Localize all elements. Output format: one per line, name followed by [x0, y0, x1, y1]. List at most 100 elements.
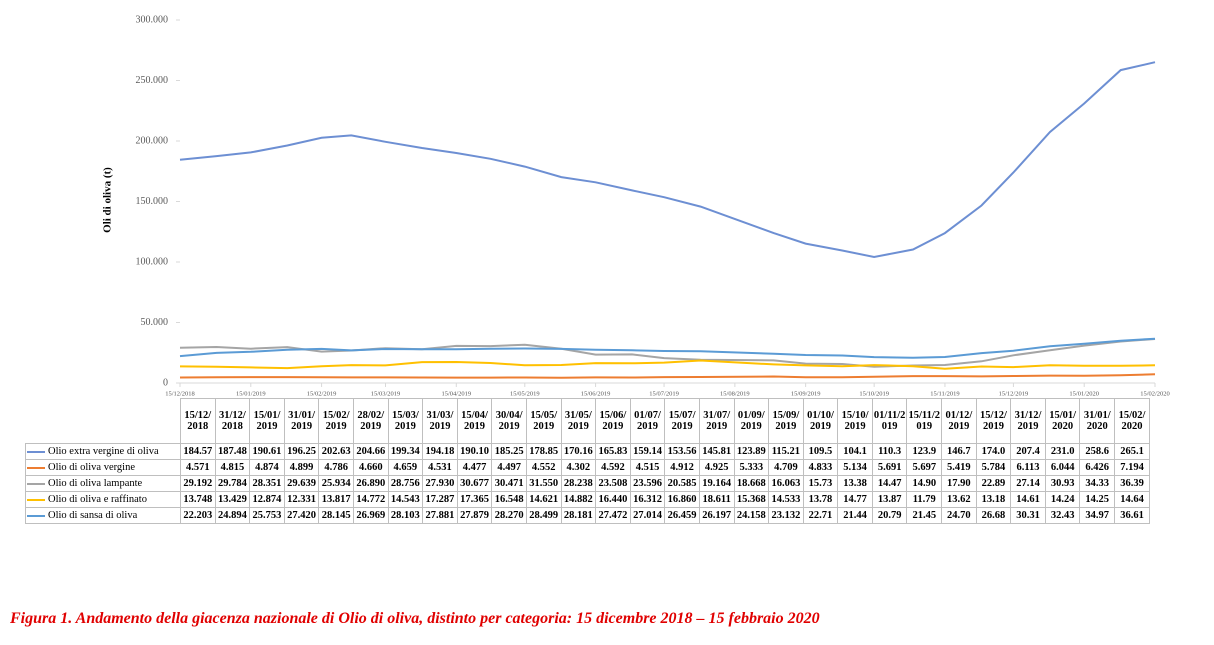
value-cell: 4.659 — [387, 459, 424, 476]
series-row: Olio extra vergine di oliva 184.57 187.48 1… — [25, 443, 1150, 460]
column-header: 28/02/2019 — [352, 398, 389, 444]
series-line — [179, 359, 1156, 370]
legend-label: Olio di oliva e raffinato — [48, 494, 147, 505]
value-cell: 14.25 — [1079, 491, 1116, 508]
value-cell: 24.158 — [733, 507, 770, 524]
value-cell: 23.508 — [595, 475, 631, 492]
value-cell: 26.890 — [352, 475, 389, 492]
value-cell: 21.44 — [837, 507, 873, 524]
series-row: Olio di oliva vergine 4.571 4.815 4.874 4.89… — [25, 459, 1150, 476]
value-cell: 187.48 — [214, 443, 251, 460]
column-header: 15/01/2020 — [1044, 398, 1081, 444]
value-cell: 26.969 — [352, 507, 389, 524]
legend-swatch — [27, 482, 45, 485]
value-cell: 17.365 — [456, 491, 493, 508]
value-cell: 14.47 — [871, 475, 908, 492]
value-cell: 265.1 — [1114, 443, 1150, 460]
column-header: 15/06/2019 — [595, 398, 631, 444]
column-header: 15/07/2019 — [664, 398, 700, 444]
value-cell: 22.71 — [802, 507, 839, 524]
value-cell: 123.9 — [906, 443, 943, 460]
legend-swatch — [27, 514, 45, 517]
x-tick-label: 15/06/2019 — [581, 390, 611, 397]
column-header: 15/03/2019 — [387, 398, 424, 444]
value-cell: 30.93 — [1044, 475, 1081, 492]
value-cell: 174.0 — [975, 443, 1012, 460]
value-cell: 29.192 — [180, 475, 216, 492]
legend-entry: Olio di oliva lampante — [25, 475, 181, 492]
series-line — [179, 338, 1156, 368]
value-cell: 190.10 — [456, 443, 493, 460]
value-cell: 185.25 — [491, 443, 527, 460]
column-header: 15/02/2020 — [1114, 398, 1150, 444]
x-tick-label: 15/05/2019 — [510, 390, 540, 397]
y-tick-label: 200.000 — [136, 135, 169, 146]
column-header: 15/01/2019 — [249, 398, 285, 444]
column-header: 31/01/2019 — [283, 398, 320, 444]
column-header: 01/09/2019 — [733, 398, 770, 444]
chart: Oli di oliva (t) 0 50.000 100.000 150.000 20… — [102, 14, 1170, 397]
value-cell: 14.77 — [837, 491, 873, 508]
value-cell: 23.596 — [629, 475, 666, 492]
value-cell: 31.550 — [525, 475, 562, 492]
data-table: 15/12/2018 31/12/2018 15/01/2019 31/01/2019… — [25, 398, 1150, 524]
value-cell: 34.97 — [1079, 507, 1116, 524]
series-line — [179, 61, 1156, 259]
x-tick-label: 15/09/2019 — [791, 390, 821, 397]
x-tick-label: 15/12/2019 — [999, 390, 1029, 397]
value-cell: 165.83 — [595, 443, 631, 460]
value-cell: 18.668 — [733, 475, 770, 492]
value-cell: 104.1 — [837, 443, 873, 460]
column-header: 31/12/2019 — [1010, 398, 1046, 444]
value-cell: 13.429 — [214, 491, 251, 508]
value-cell: 207.4 — [1010, 443, 1046, 460]
legend-swatch — [27, 450, 45, 453]
value-cell: 32.43 — [1044, 507, 1081, 524]
x-tick-label: 15/10/2019 — [859, 390, 889, 397]
value-cell: 7.194 — [1114, 459, 1150, 476]
value-cell: 36.39 — [1114, 475, 1150, 492]
value-cell: 4.660 — [352, 459, 389, 476]
value-cell: 4.302 — [560, 459, 597, 476]
column-header: 31/03/2019 — [422, 398, 458, 444]
value-cell: 27.14 — [1010, 475, 1046, 492]
x-tick-label: 15/02/2019 — [307, 390, 337, 397]
series-line — [179, 373, 1156, 379]
x-tick-label: 15/01/2020 — [1069, 390, 1099, 397]
value-cell: 115.21 — [768, 443, 804, 460]
y-axis-title: Oli di oliva (t) — [102, 167, 114, 233]
value-cell: 30.31 — [1010, 507, 1046, 524]
value-cell: 231.0 — [1044, 443, 1081, 460]
column-header: 15/02/2019 — [318, 398, 354, 444]
value-cell: 170.16 — [560, 443, 597, 460]
value-cell: 14.621 — [525, 491, 562, 508]
value-cell: 23.132 — [768, 507, 804, 524]
column-header: 01/11/2019 — [871, 398, 908, 444]
value-cell: 4.592 — [595, 459, 631, 476]
value-cell: 28.181 — [560, 507, 597, 524]
value-cell: 28.103 — [387, 507, 424, 524]
value-cell: 4.552 — [525, 459, 562, 476]
y-tick-label: 150.000 — [136, 196, 169, 207]
value-cell: 4.786 — [318, 459, 354, 476]
value-cell: 26.459 — [664, 507, 700, 524]
value-cell: 109.5 — [802, 443, 839, 460]
header-row: 15/12/2018 31/12/2018 15/01/2019 31/01/2019… — [25, 398, 1150, 444]
value-cell: 28.145 — [318, 507, 354, 524]
value-cell: 13.18 — [975, 491, 1012, 508]
value-cell: 12.331 — [283, 491, 320, 508]
value-cell: 258.6 — [1079, 443, 1116, 460]
x-tick-label: 15/01/2019 — [236, 390, 266, 397]
value-cell: 194.18 — [422, 443, 458, 460]
value-cell: 199.34 — [387, 443, 424, 460]
legend-label: Olio extra vergine di oliva — [48, 446, 159, 457]
value-cell: 28.499 — [525, 507, 562, 524]
column-header: 01/10/2019 — [802, 398, 839, 444]
value-cell: 6.113 — [1010, 459, 1046, 476]
value-cell: 19.164 — [698, 475, 735, 492]
value-cell: 25.934 — [318, 475, 354, 492]
value-cell: 16.860 — [664, 491, 700, 508]
series-row: Olio di sansa di oliva 22.203 24.894 25.753… — [25, 507, 1150, 524]
value-cell: 123.89 — [733, 443, 770, 460]
y-tick-label: 250.000 — [136, 75, 169, 86]
